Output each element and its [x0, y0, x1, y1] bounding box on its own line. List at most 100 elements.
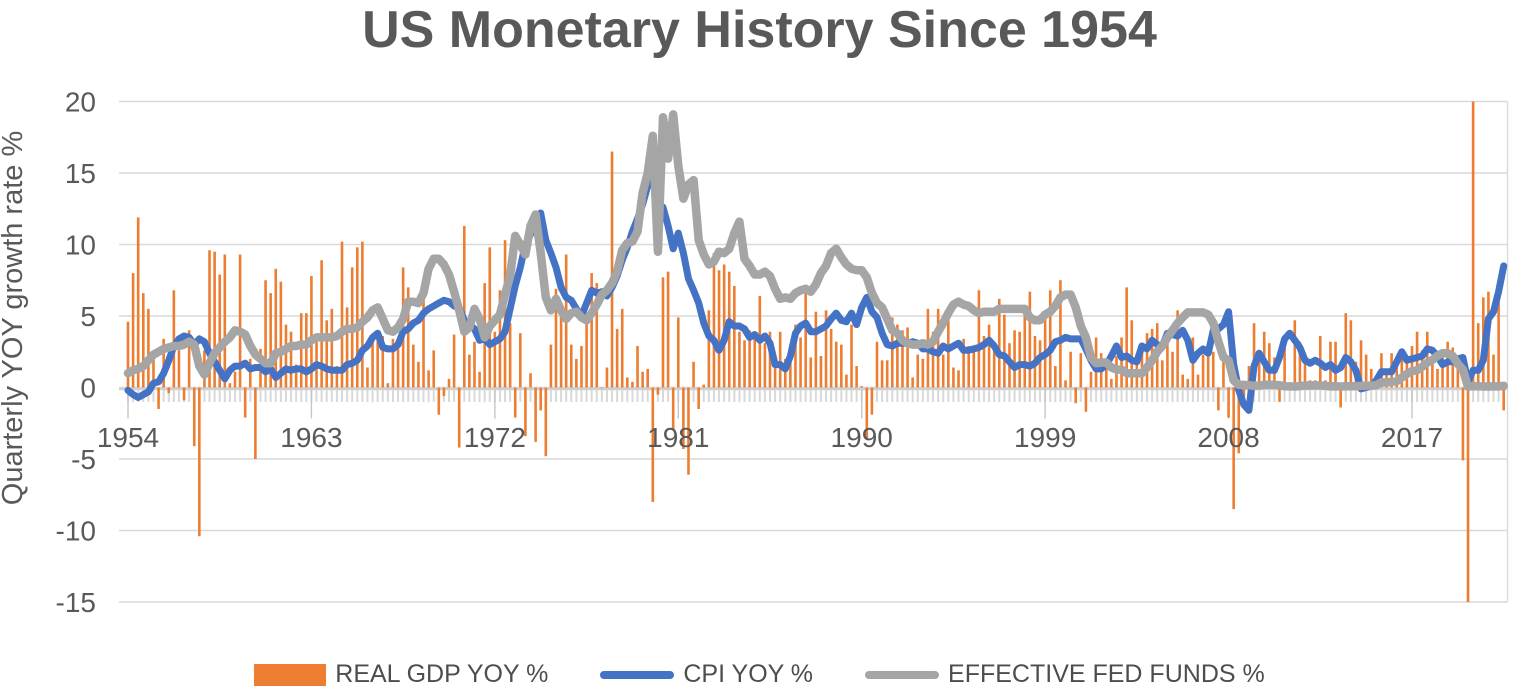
gdp-bar: [967, 346, 971, 388]
x-tick-label: 1981: [647, 422, 709, 453]
x-tick-label: 1990: [831, 422, 893, 453]
gdp-bar: [1130, 320, 1134, 388]
gdp-bar: [1334, 341, 1337, 388]
gdp-bar: [972, 347, 976, 388]
gdp-bar: [738, 331, 741, 388]
gdp-bar: [1064, 380, 1067, 388]
gdp-bar: [503, 240, 507, 388]
gdp-bar: [605, 367, 609, 388]
gdp-bar: [233, 371, 237, 388]
gdp-bar: [376, 340, 379, 388]
gdp-bar: [391, 338, 395, 388]
gdp-bar: [692, 361, 695, 388]
gdp-bar: [366, 367, 369, 388]
gdp-bar: [992, 348, 996, 388]
gdp-bar: [885, 360, 889, 388]
gdp-bar: [962, 338, 965, 388]
x-tick-label: 1954: [97, 422, 159, 453]
x-tick-label: 1963: [280, 422, 342, 453]
gdp-bar: [422, 295, 425, 388]
gdp-bar: [228, 383, 232, 388]
gdp-bar: [636, 346, 639, 388]
gdp-bar: [223, 254, 227, 388]
gdp-bar: [386, 383, 390, 388]
gdp-bar: [279, 281, 283, 388]
y-tick-label: 15: [65, 158, 96, 189]
gdp-bar: [554, 288, 558, 388]
gdp-bar: [1359, 340, 1363, 388]
gdp-bar: [417, 361, 420, 388]
gdp-bar: [345, 307, 349, 388]
gdp-bar: [1069, 351, 1072, 388]
gdp-bar: [1038, 340, 1042, 388]
gdp-bar: [401, 267, 405, 388]
gdp-bar: [1074, 387, 1078, 404]
gdp-bar: [1502, 387, 1506, 411]
gdp-bar: [1466, 387, 1470, 602]
gdp-bar: [982, 336, 986, 388]
gdp-bar: [198, 387, 201, 537]
gdp-bar: [544, 387, 548, 457]
gdp-bar: [1227, 387, 1230, 418]
gdp-bar: [1089, 371, 1093, 388]
gdp-bar: [585, 318, 588, 388]
gdp-bar: [274, 268, 278, 388]
gdp-bar: [626, 377, 629, 388]
gdp-bar: [396, 343, 400, 388]
gdp-bar: [702, 384, 706, 388]
gdp-bar: [1232, 387, 1235, 510]
y-tick-label: 5: [80, 301, 96, 332]
y-tick-label: 10: [65, 230, 96, 261]
gdp-bar: [513, 387, 517, 418]
gdp-bar: [569, 344, 573, 388]
gdp-bar: [840, 344, 843, 388]
gdp-bar: [1242, 387, 1246, 398]
gdp-bar: [1436, 368, 1439, 388]
chart-title: US Monetary History Since 1954: [362, 1, 1157, 59]
gdp-bar: [1497, 288, 1500, 388]
gdp-bar: [147, 308, 150, 388]
gdp-bar: [218, 274, 222, 388]
gdp-bar: [580, 346, 583, 388]
gdp-bar: [1400, 354, 1404, 388]
gdp-bar: [687, 387, 690, 475]
gdp-bar: [131, 273, 135, 388]
gdp-bar: [707, 310, 711, 388]
gdp-bar: [442, 387, 446, 397]
gdp-bar: [590, 273, 593, 388]
gdp-bar: [1349, 320, 1353, 388]
gdp-bar: [870, 387, 874, 415]
gdp-bar: [437, 387, 441, 415]
gdp-bar: [641, 371, 644, 388]
gdp-bar: [488, 247, 492, 388]
gdp-bar: [671, 387, 675, 429]
gdp-bar: [773, 363, 777, 388]
gdp-bar: [743, 340, 746, 388]
gdp-bar: [1206, 356, 1210, 388]
gdp-bar: [875, 341, 879, 388]
gdp-bar: [1140, 343, 1144, 388]
gdp-bar: [452, 334, 456, 388]
gdp-bar: [1028, 291, 1032, 388]
gdp-bar: [1125, 287, 1128, 388]
gdp-bar: [177, 350, 181, 388]
gdp-bar: [1237, 387, 1241, 454]
gdp-bar: [819, 356, 823, 388]
gdp-bar: [1043, 311, 1047, 388]
cpi-line-swatch-icon: [600, 670, 675, 679]
gdp-bar: [172, 290, 176, 388]
gdp-bar: [834, 341, 838, 388]
gdp-bar: [682, 387, 685, 449]
gdp-bar: [748, 330, 751, 388]
gdp-bar: [977, 290, 981, 388]
gdp-bar: [524, 387, 527, 437]
gdp-bar: [911, 377, 914, 388]
gdp-bar: [468, 354, 471, 388]
gdp-bar: [310, 275, 313, 388]
gdp-bar: [157, 387, 160, 409]
gdp-bar: [906, 327, 909, 388]
gdp-bar: [763, 343, 767, 388]
y-tick-label: -10: [56, 516, 96, 547]
legend-item-cpi: CPI YOY %: [600, 660, 813, 689]
